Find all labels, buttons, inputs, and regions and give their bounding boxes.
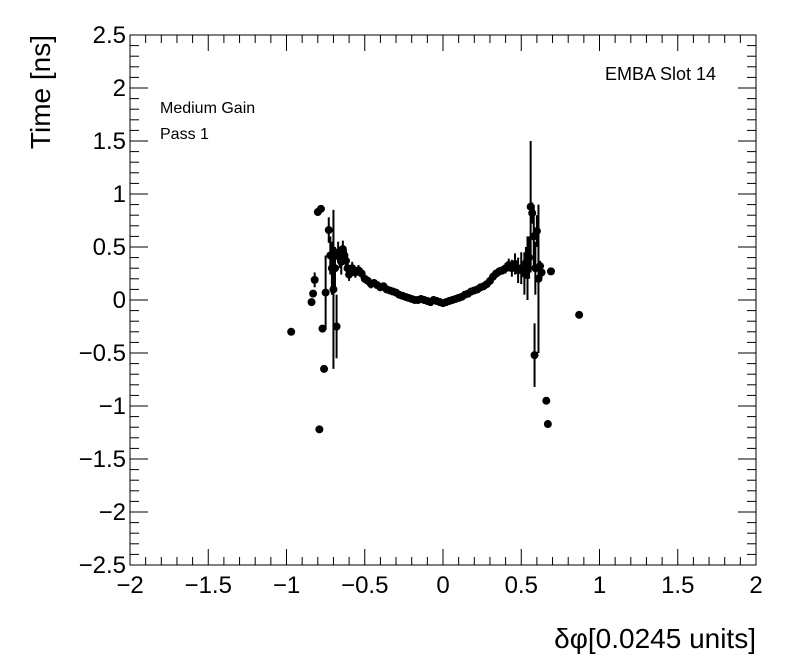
data-point <box>534 204 543 353</box>
point-marker <box>537 268 546 277</box>
data-point <box>321 255 330 330</box>
point-marker <box>307 298 316 307</box>
point-marker <box>532 227 541 236</box>
data-point <box>309 289 318 298</box>
axis-ticks <box>129 34 757 566</box>
y-tick-label: 0 <box>113 287 126 314</box>
x-tick-label: 1 <box>593 572 606 599</box>
point-marker <box>534 274 543 283</box>
data-points <box>287 141 584 434</box>
data-point <box>575 310 584 319</box>
x-tick-label: −2 <box>116 572 143 599</box>
point-marker <box>525 253 534 262</box>
y-tick-label: 1.5 <box>93 128 126 155</box>
data-point <box>310 272 319 288</box>
point-marker <box>530 351 539 360</box>
x-tick-label: −1.5 <box>185 572 232 599</box>
point-marker <box>543 420 552 429</box>
data-point <box>307 298 316 307</box>
point-marker <box>546 267 555 276</box>
data-point <box>332 294 341 359</box>
data-point <box>324 217 333 243</box>
y-tick-label: −2 <box>99 499 126 526</box>
x-tick-label: −0.5 <box>341 572 388 599</box>
x-tick-label: 0 <box>436 572 449 599</box>
data-point <box>546 267 555 276</box>
slot-label: EMBA Slot 14 <box>605 64 716 84</box>
point-marker <box>309 289 318 298</box>
point-marker <box>324 226 333 235</box>
point-marker <box>528 209 537 218</box>
point-marker <box>345 270 354 279</box>
x-tick-label: 1.5 <box>661 572 694 599</box>
data-point <box>287 327 296 336</box>
data-point <box>318 324 327 333</box>
tick-labels: −2 −1.5 −1 −0.5 0 0.5 1 1.5 2−2.5−2−1.5−1−0.500.… <box>79 22 763 599</box>
point-marker <box>315 425 324 434</box>
data-point <box>530 323 539 387</box>
y-tick-label: 0.5 <box>93 234 126 261</box>
data-point <box>320 364 329 373</box>
y-tick-label: −2.5 <box>79 552 126 579</box>
x-tick-label: −1 <box>273 572 300 599</box>
point-marker <box>318 324 327 333</box>
data-point <box>542 396 551 405</box>
y-tick-label: 1 <box>113 181 126 208</box>
data-point <box>315 425 324 434</box>
data-point <box>316 204 325 213</box>
pass-label: Pass 1 <box>160 126 209 143</box>
point-marker <box>542 396 551 405</box>
y-tick-label: −0.5 <box>79 340 126 367</box>
x-tick-label: 0.5 <box>505 572 538 599</box>
y-tick-label: 2.5 <box>93 22 126 49</box>
data-point <box>543 420 552 429</box>
gain-label: Medium Gain <box>160 100 255 117</box>
y-axis-title: Time [ns] <box>25 35 56 149</box>
point-marker <box>329 285 338 294</box>
point-marker <box>510 259 519 268</box>
point-marker <box>320 364 329 373</box>
x-tick-label: 2 <box>749 572 762 599</box>
point-marker <box>341 256 350 265</box>
point-marker <box>575 310 584 319</box>
point-marker <box>310 275 319 284</box>
y-tick-label: −1 <box>99 393 126 420</box>
y-tick-label: 2 <box>113 75 126 102</box>
point-marker <box>321 288 330 297</box>
point-marker <box>287 327 296 336</box>
point-marker <box>332 322 341 331</box>
point-marker <box>331 264 340 273</box>
y-tick-label: −1.5 <box>79 446 126 473</box>
point-marker <box>316 204 325 213</box>
x-axis-title: δφ[0.0245 units] <box>554 623 756 654</box>
data-point <box>537 267 546 278</box>
